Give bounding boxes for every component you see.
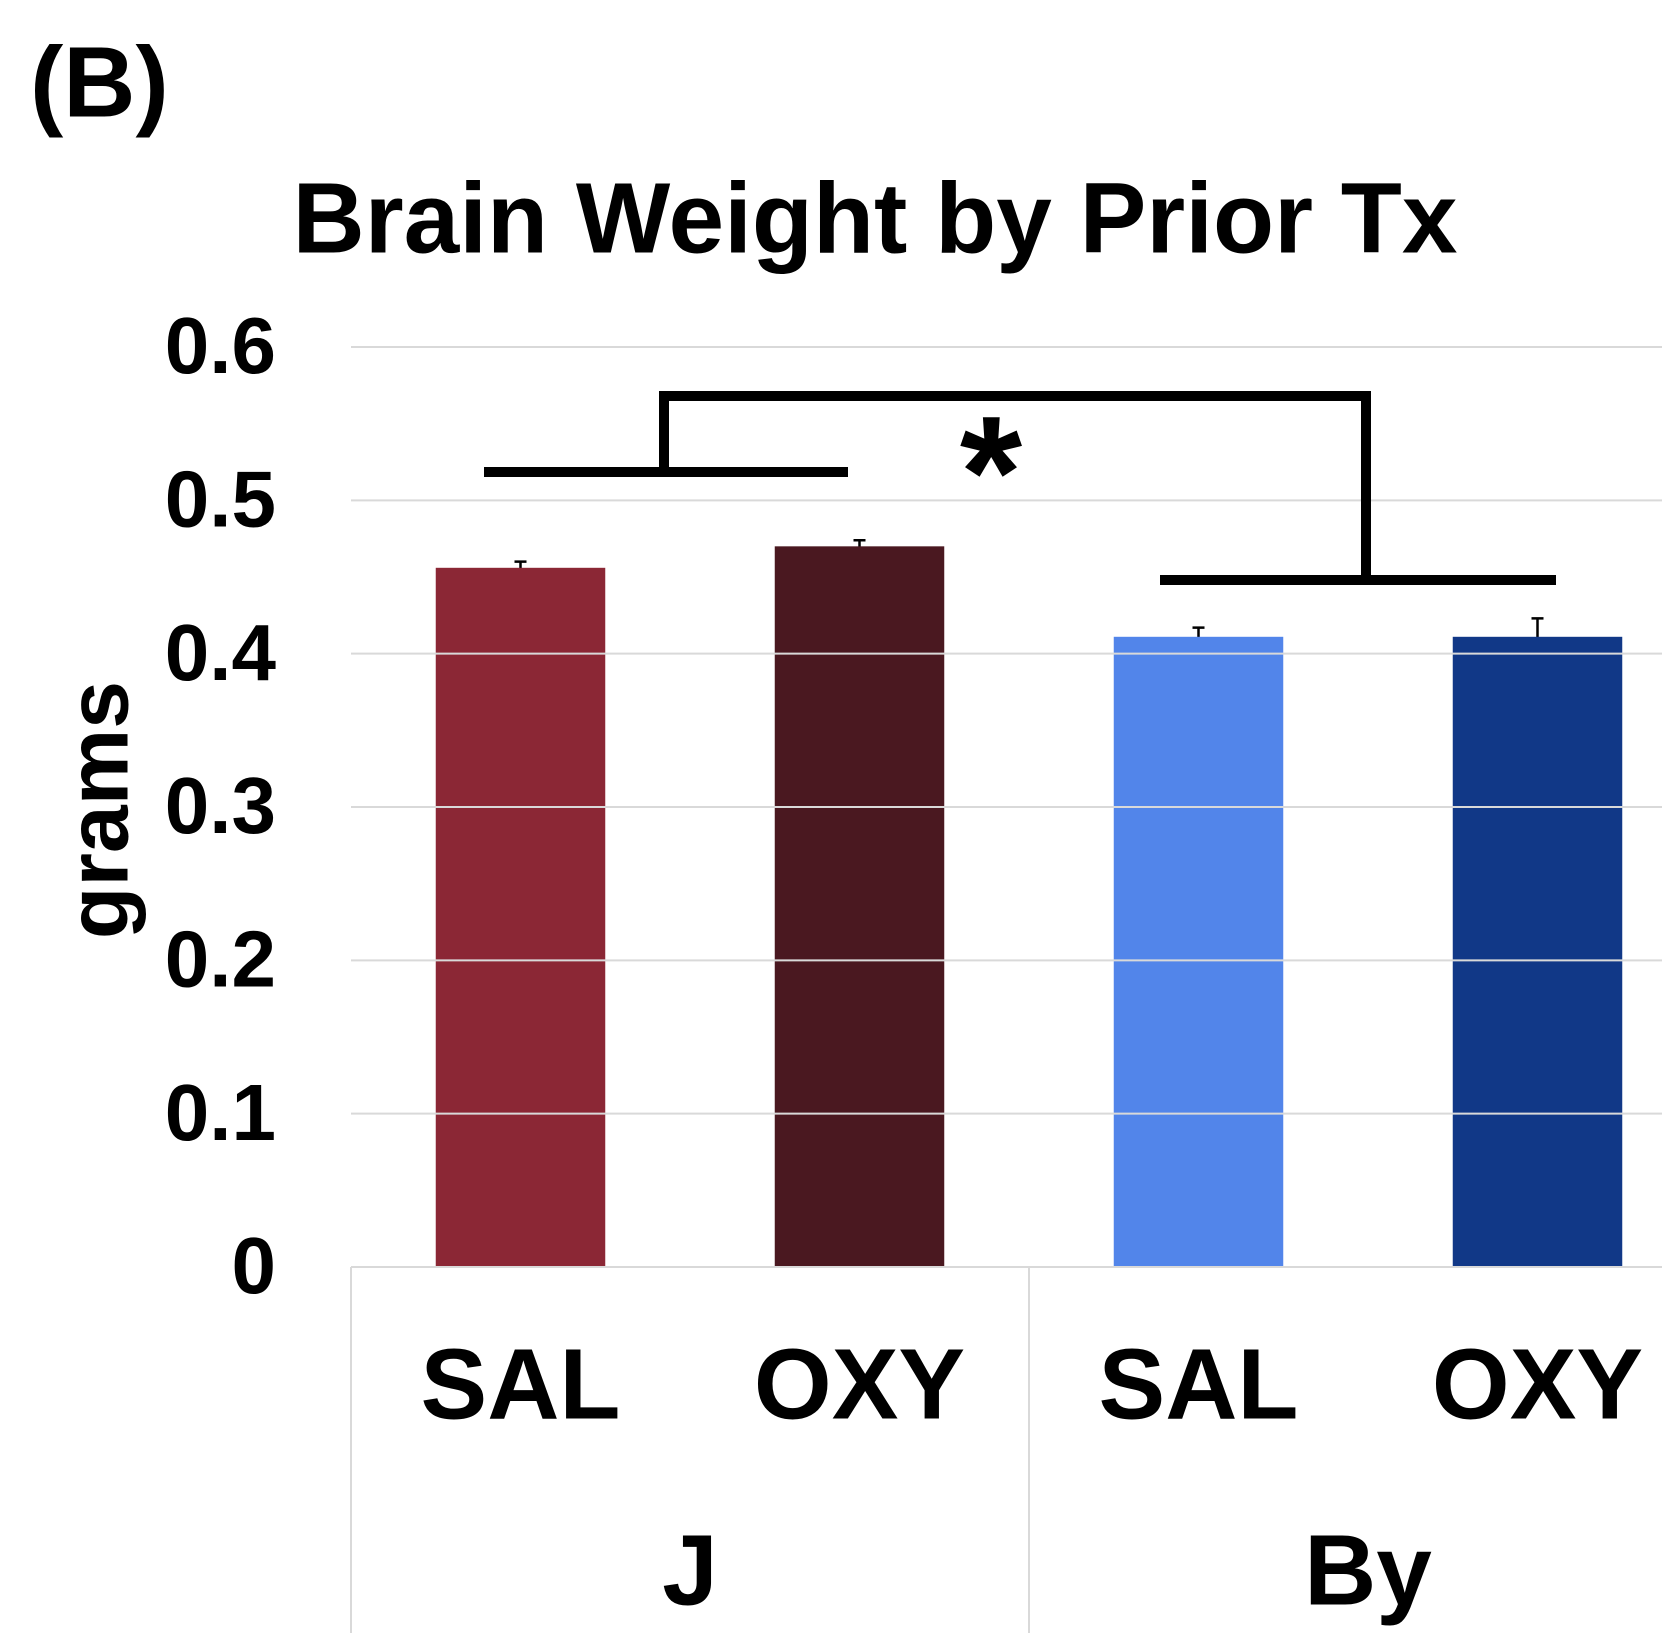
bar xyxy=(774,546,945,1267)
x-tick-label: SAL xyxy=(1099,1328,1299,1440)
group-label: J xyxy=(662,1514,718,1626)
chart-title: Brain Weight by Prior Tx xyxy=(293,162,1458,274)
y-tick-label: 0.1 xyxy=(165,1068,276,1157)
bar xyxy=(435,567,606,1267)
significance-bracket xyxy=(484,391,1556,585)
group-label: By xyxy=(1304,1514,1432,1626)
bar xyxy=(1113,636,1284,1267)
x-tick-label: SAL xyxy=(421,1328,621,1440)
panel-label: (B) xyxy=(30,26,169,138)
y-tick-label: 0 xyxy=(232,1221,277,1310)
x-tick-label: OXY xyxy=(1432,1328,1643,1440)
y-tick-label: 0.5 xyxy=(165,454,276,543)
bar xyxy=(1452,636,1623,1267)
y-tick-label: 0.2 xyxy=(165,914,276,1003)
bracket-line xyxy=(659,391,1371,578)
significance-star: * xyxy=(960,382,1023,561)
y-tick-label: 0.6 xyxy=(165,301,276,390)
y-axis-label: grams xyxy=(51,681,147,939)
x-tick-label: OXY xyxy=(754,1328,965,1440)
y-tick-label: 0.4 xyxy=(165,608,277,697)
y-tick-label: 0.3 xyxy=(165,761,276,850)
